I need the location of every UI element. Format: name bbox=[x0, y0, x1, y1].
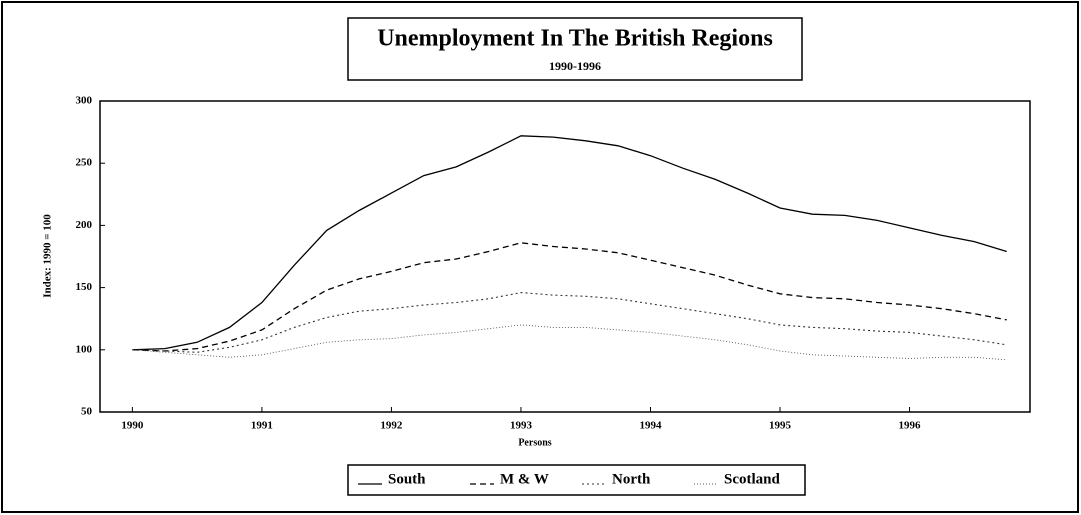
series-line bbox=[132, 324, 1007, 361]
x-tick-label: 1992 bbox=[380, 420, 403, 432]
y-axis-label: Index: 1990 = 100 bbox=[42, 214, 54, 298]
series-line bbox=[132, 242, 1007, 352]
legend-label: South bbox=[388, 471, 426, 487]
legend-label: M & W bbox=[500, 471, 549, 487]
chart-subtitle: 1990-1996 bbox=[549, 59, 601, 73]
y-tick-label: 50 bbox=[81, 406, 93, 418]
x-tick-label: 1996 bbox=[899, 420, 922, 432]
y-tick-label: 150 bbox=[76, 281, 93, 293]
series-line bbox=[132, 135, 1007, 351]
legend-label: North bbox=[612, 471, 651, 487]
plot-frame bbox=[99, 100, 1031, 413]
x-tick-label: 1991 bbox=[251, 420, 273, 432]
x-tick-label: 1994 bbox=[639, 420, 662, 432]
y-tick-label: 100 bbox=[76, 343, 93, 355]
y-tick-label: 200 bbox=[76, 219, 93, 231]
title-box bbox=[347, 17, 803, 81]
chart-title: Unemployment In The British Regions bbox=[377, 26, 773, 52]
y-tick-label: 250 bbox=[76, 157, 93, 169]
x-tick-label: 1995 bbox=[769, 420, 792, 432]
legend-label: Scotland bbox=[724, 471, 781, 487]
x-tick-label: 1993 bbox=[510, 420, 533, 432]
x-axis-label: Persons bbox=[518, 437, 551, 448]
x-tick-label: 1990 bbox=[121, 420, 144, 432]
legend-box bbox=[347, 464, 806, 496]
y-tick-label: 300 bbox=[76, 95, 93, 107]
